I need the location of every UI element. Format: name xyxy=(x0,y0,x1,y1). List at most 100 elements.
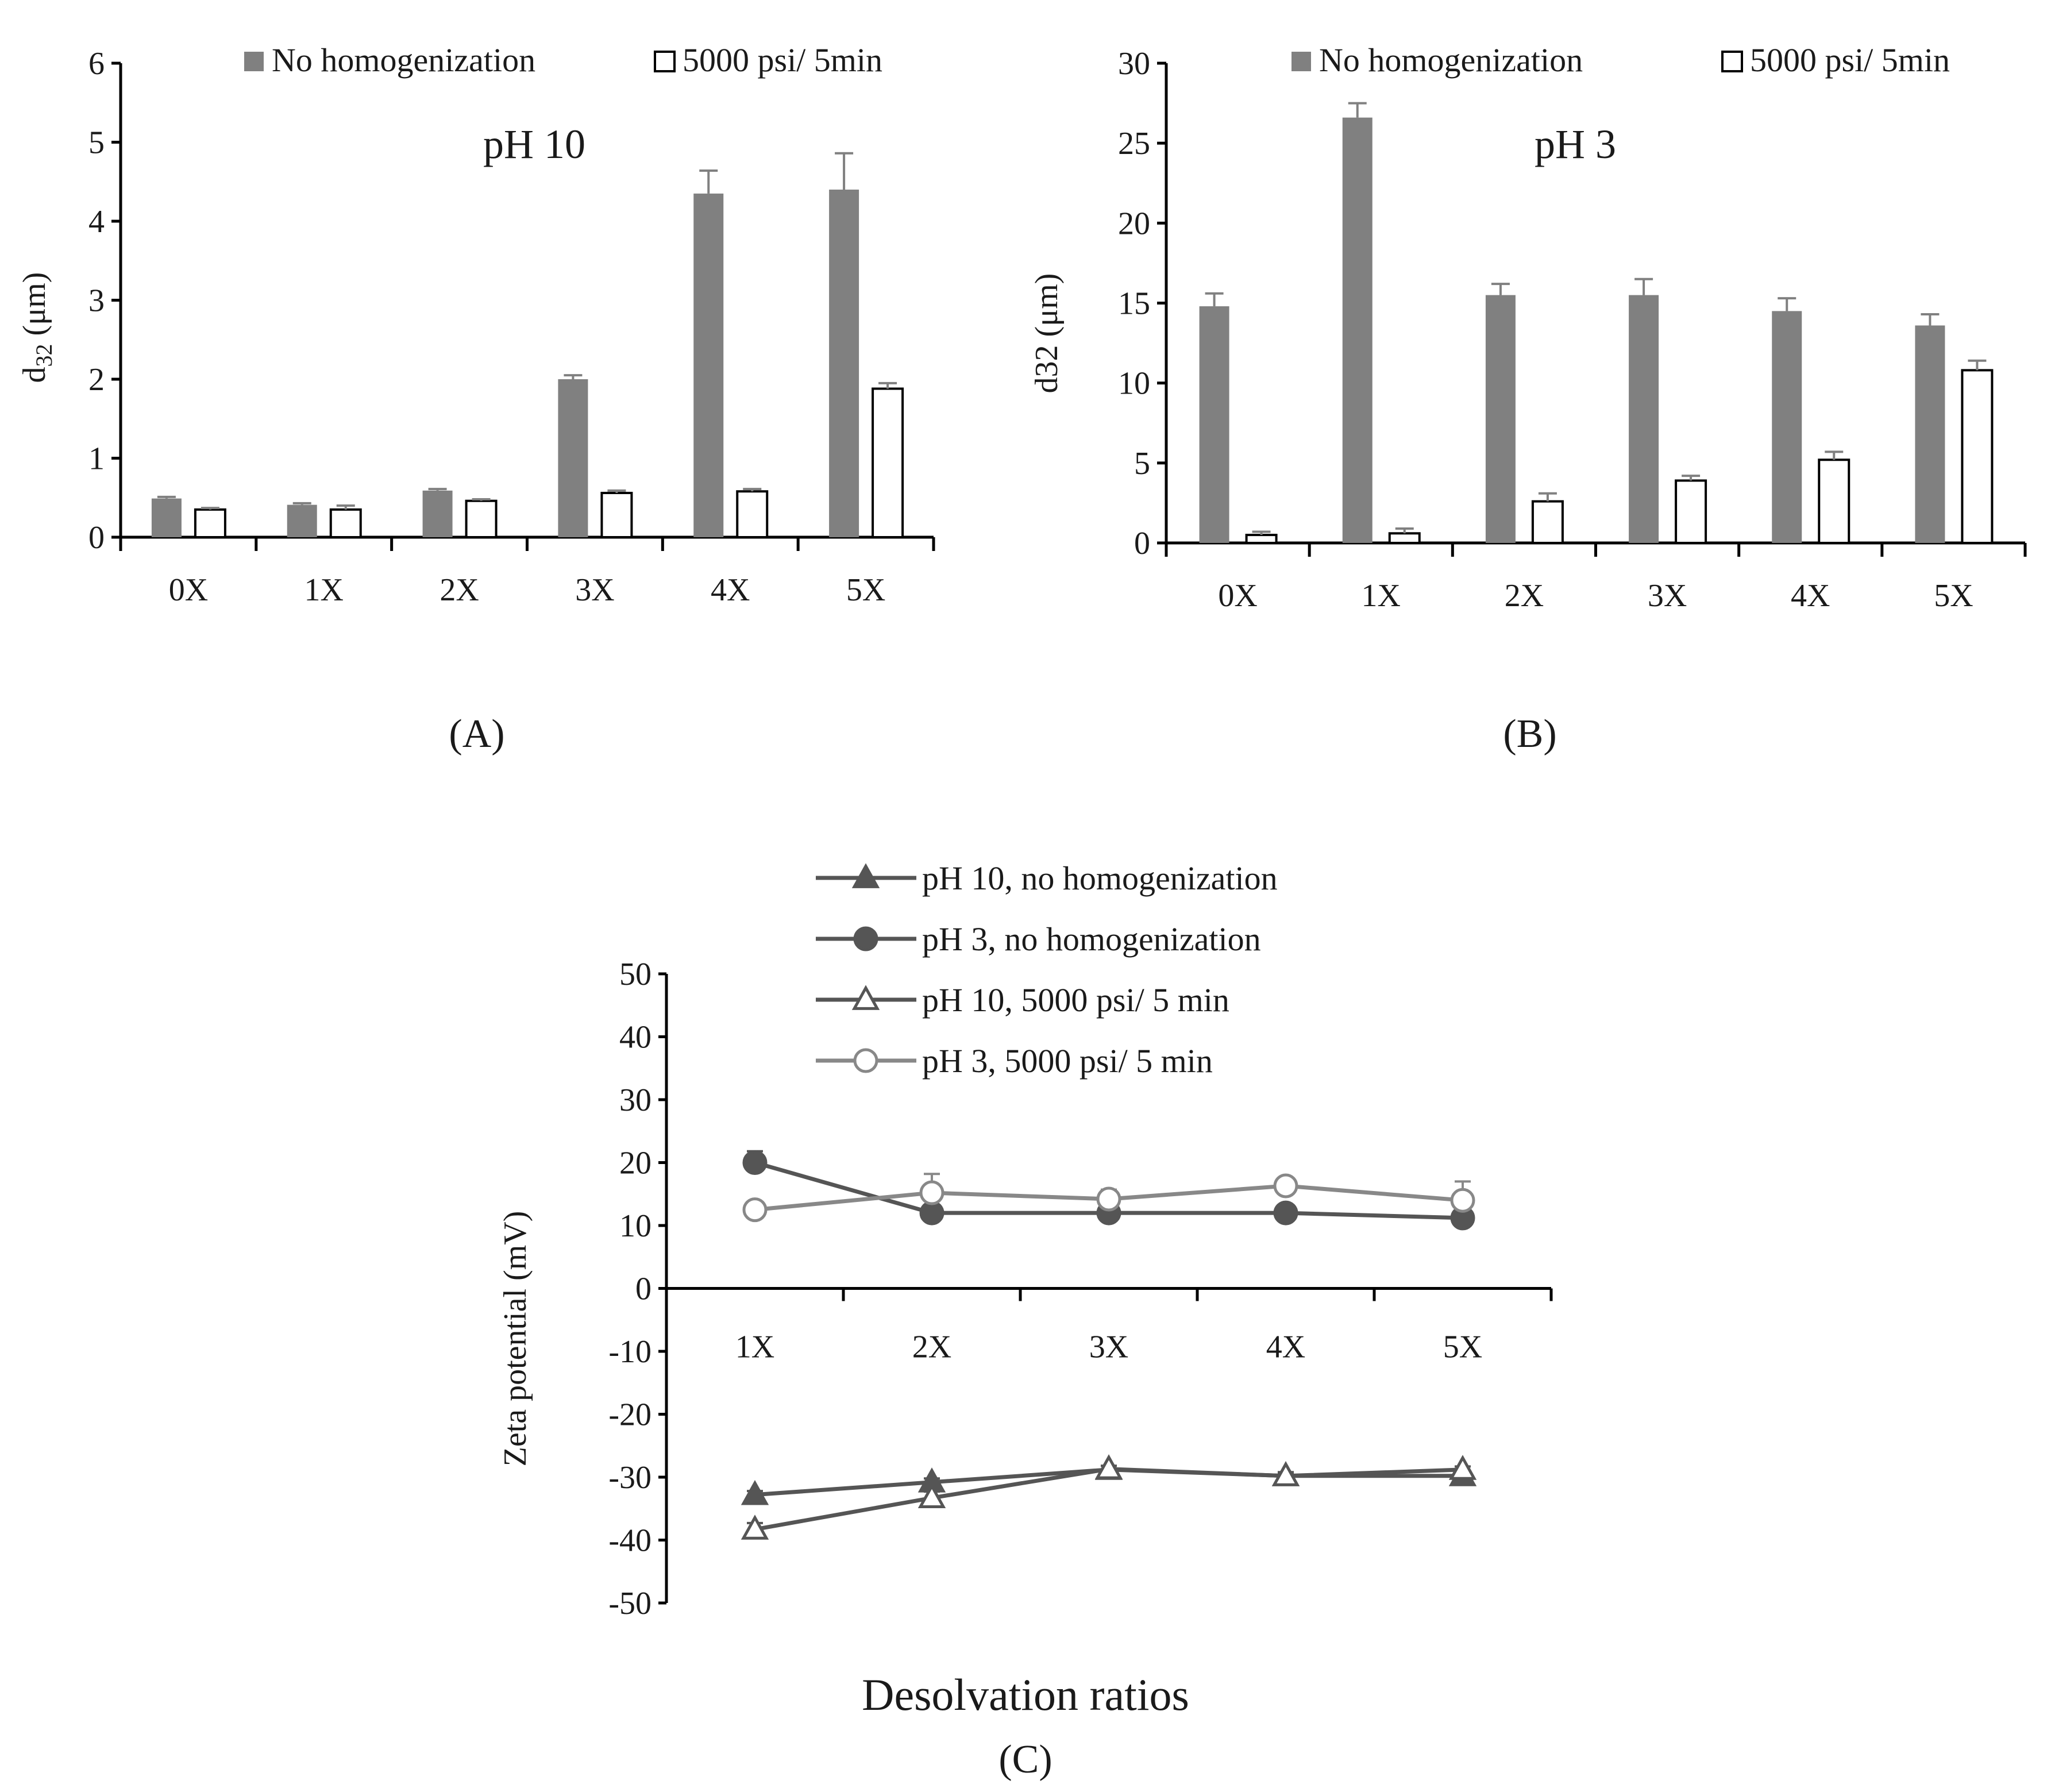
legend-label: 5000 psi/ 5min xyxy=(683,41,882,79)
data-point xyxy=(1096,1186,1121,1212)
y-tick-label: -30 xyxy=(608,1460,651,1496)
bar-no-homogenization xyxy=(693,193,724,537)
bar-no-homogenization xyxy=(422,490,453,537)
x-tick-label: 4X xyxy=(711,572,750,608)
x-tick-label: 3X xyxy=(1648,578,1687,614)
legend-label: pH 3, no homogenization xyxy=(922,920,1261,958)
bar-homogenized xyxy=(329,508,362,538)
y-tick-label: 20 xyxy=(1118,206,1150,241)
y-tick-label: 10 xyxy=(1118,366,1150,402)
bar-homogenized xyxy=(1531,500,1564,545)
y-tick-label: 3 xyxy=(88,283,105,319)
x-tick-label: 5X xyxy=(1934,578,1973,614)
x-tick-label: 0X xyxy=(169,572,208,608)
legend-marker xyxy=(853,926,878,951)
data-point xyxy=(1450,1188,1475,1213)
bar-no-homogenization xyxy=(151,498,182,537)
legend-swatch xyxy=(654,51,676,72)
bar-no-homogenization xyxy=(558,379,588,537)
x-tick-label: 4X xyxy=(1791,578,1830,614)
data-point xyxy=(1094,1454,1123,1479)
y-tick-label: -20 xyxy=(608,1397,651,1433)
y-tick-label: 30 xyxy=(1118,46,1150,82)
legend-label: pH 10, no homogenization xyxy=(922,860,1278,897)
x-tick-label: 2X xyxy=(1505,578,1544,614)
y-axis-label: d32 (μm) xyxy=(17,272,57,383)
data-point xyxy=(919,1180,944,1205)
bar-homogenized xyxy=(600,492,633,538)
y-tick-label: 0 xyxy=(1134,526,1150,561)
x-tick-label: 5X xyxy=(846,572,885,608)
bar-homogenized xyxy=(1388,532,1421,544)
y-tick-label: 4 xyxy=(88,204,105,240)
bar-no-homogenization xyxy=(287,504,317,537)
x-tick-label: 3X xyxy=(575,572,614,608)
y-tick-label: 6 xyxy=(88,46,105,82)
x-tick-label: 1X xyxy=(304,572,344,608)
y-tick-label: 50 xyxy=(619,957,651,992)
y-tick-label: 25 xyxy=(1118,126,1150,161)
y-tick-label: 0 xyxy=(88,520,105,556)
bar-homogenized xyxy=(736,490,769,538)
y-tick-label: 0 xyxy=(635,1271,651,1307)
bar-homogenized xyxy=(1675,479,1707,545)
bar-no-homogenization xyxy=(829,190,859,537)
legend-swatch xyxy=(1291,52,1311,71)
legend-label: 5000 psi/ 5min xyxy=(1750,41,1950,79)
x-tick-label: 0X xyxy=(1218,578,1257,614)
legend-marker xyxy=(851,863,880,888)
data-point xyxy=(1448,1455,1477,1480)
y-axis-label-subscript: 32 xyxy=(31,344,57,367)
bar-no-homogenization xyxy=(1342,117,1373,544)
bar-homogenized xyxy=(872,387,904,538)
x-tick-label: 5X xyxy=(1443,1329,1482,1365)
legend-label: pH 3, 5000 psi/ 5 min xyxy=(922,1042,1213,1080)
bar-no-homogenization xyxy=(1629,295,1659,543)
data-point xyxy=(741,1479,769,1505)
y-tick-label: 5 xyxy=(1134,446,1150,481)
data-point xyxy=(741,1514,769,1540)
panel-label-c: (C) xyxy=(998,1737,1052,1782)
y-tick-label: 30 xyxy=(619,1082,651,1118)
data-point xyxy=(1273,1173,1298,1198)
y-axis-label-unit: (μm) xyxy=(17,272,52,344)
bar-homogenized xyxy=(194,508,226,538)
x-tick-label: 2X xyxy=(912,1329,951,1365)
x-tick-label: 1X xyxy=(735,1329,774,1365)
legend-label: No homogenization xyxy=(272,41,535,79)
data-point xyxy=(742,1197,768,1223)
chart-panel-a: 0 1 2 3 4 5 6 0X 1X 2X 3X 4X 5X No homogenization 5000… xyxy=(17,41,935,756)
bar-homogenized xyxy=(1245,534,1278,544)
y-tick-label: 40 xyxy=(619,1020,651,1055)
legend-swatch xyxy=(1721,51,1743,72)
bar-homogenized xyxy=(1961,369,1994,545)
y-tick-label: 1 xyxy=(88,441,105,477)
data-point xyxy=(1273,1200,1298,1226)
chart-title: pH 10 xyxy=(483,121,585,167)
y-axis-label-main: d xyxy=(17,367,52,383)
y-tick-label: 10 xyxy=(619,1208,651,1244)
x-tick-label: 1X xyxy=(1362,578,1401,614)
y-tick-label: 15 xyxy=(1118,286,1150,322)
data-point xyxy=(917,1483,946,1509)
x-tick-label: 4X xyxy=(1266,1329,1305,1365)
panel-label-a: (A) xyxy=(449,712,504,756)
legend-marker xyxy=(853,1048,878,1073)
bar-homogenized xyxy=(1818,458,1850,544)
bar-no-homogenization xyxy=(1772,311,1802,543)
legend-label: pH 10, 5000 psi/ 5 min xyxy=(922,981,1229,1019)
chart-panel-c: -50 -40 -30 -20 -10 0 10 20 30 40 50 1X 2X 3X 4X 5X pH 1… xyxy=(498,860,1553,1782)
y-tick-label: -40 xyxy=(608,1523,651,1559)
data-point xyxy=(1271,1461,1300,1486)
bar-no-homogenization xyxy=(1915,325,1945,543)
legend-swatch xyxy=(244,52,264,71)
y-tick-label: 20 xyxy=(619,1146,651,1181)
legend-marker xyxy=(851,985,880,1010)
bar-no-homogenization xyxy=(1485,295,1516,543)
bar-no-homogenization xyxy=(1199,306,1229,543)
chart-panel-b: 0 5 10 15 20 25 30 0X 1X 2X 3X 4X 5X No homogenizatio… xyxy=(1029,41,2027,756)
y-axis-label: d32 (μm) xyxy=(1029,273,1065,394)
x-axis-label: Desolvation ratios xyxy=(862,1670,1189,1720)
chart-title: pH 3 xyxy=(1535,121,1616,167)
